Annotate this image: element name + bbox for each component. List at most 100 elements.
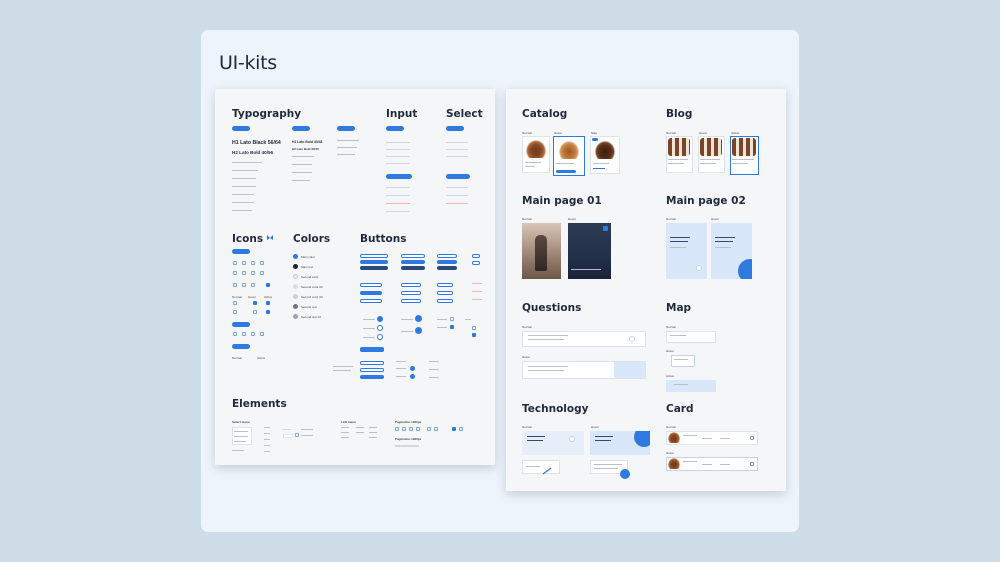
sample-button[interactable] bbox=[360, 299, 382, 303]
technology-card-normal[interactable] bbox=[522, 431, 584, 455]
sample-button[interactable] bbox=[360, 375, 384, 379]
toggle-knob[interactable] bbox=[377, 334, 383, 340]
element-field[interactable] bbox=[283, 434, 293, 438]
close-icon[interactable] bbox=[750, 436, 754, 440]
share-icon[interactable] bbox=[266, 301, 270, 305]
input-field-sample[interactable] bbox=[386, 163, 410, 164]
technology-card-hover[interactable] bbox=[590, 431, 650, 455]
select-field-sample[interactable] bbox=[446, 149, 468, 150]
sample-button[interactable] bbox=[360, 266, 388, 270]
pagination-item[interactable] bbox=[409, 427, 413, 431]
close-icon[interactable] bbox=[750, 462, 754, 466]
icons-badge-2 bbox=[232, 322, 250, 327]
map-item-normal[interactable] bbox=[666, 331, 716, 343]
share-icon[interactable] bbox=[233, 301, 237, 305]
arrow-up-icon[interactable] bbox=[251, 283, 255, 287]
cart-text-line bbox=[702, 464, 712, 465]
pagination-item[interactable] bbox=[459, 427, 463, 431]
sample-icon-button[interactable] bbox=[472, 261, 480, 265]
map-item-hover[interactable] bbox=[671, 355, 695, 367]
checkbox[interactable] bbox=[450, 317, 454, 321]
sample-button[interactable] bbox=[401, 299, 421, 303]
checkbox[interactable] bbox=[450, 325, 454, 329]
sample-button[interactable] bbox=[360, 260, 388, 264]
sample-button[interactable] bbox=[437, 291, 453, 295]
sample-button[interactable] bbox=[401, 260, 425, 264]
sample-button[interactable] bbox=[437, 254, 457, 258]
sample-button[interactable] bbox=[401, 291, 421, 295]
map-item-active[interactable] bbox=[666, 380, 716, 392]
checkbox[interactable] bbox=[472, 326, 476, 330]
sample-icon-button[interactable] bbox=[472, 254, 480, 258]
input-field-sample[interactable] bbox=[386, 195, 410, 196]
sample-button[interactable] bbox=[437, 266, 457, 270]
checkbox[interactable] bbox=[295, 433, 299, 437]
plus-icon[interactable] bbox=[629, 336, 635, 342]
input-field-sample[interactable] bbox=[386, 149, 410, 150]
sample-button[interactable] bbox=[360, 368, 384, 372]
sample-button[interactable] bbox=[401, 254, 425, 258]
arrow-left-icon[interactable] bbox=[233, 283, 237, 287]
sample-button[interactable] bbox=[437, 260, 457, 264]
toggle-knob[interactable] bbox=[410, 366, 415, 371]
cart-row-hover[interactable] bbox=[666, 457, 758, 471]
arrow-right-icon[interactable] bbox=[242, 283, 246, 287]
sample-button[interactable] bbox=[360, 291, 382, 295]
input-field-sample[interactable] bbox=[386, 187, 410, 188]
pagination-bar[interactable] bbox=[395, 445, 419, 447]
select-field-error[interactable] bbox=[446, 203, 468, 204]
close-icon[interactable] bbox=[253, 310, 257, 314]
questions-state-normal: Normal bbox=[522, 325, 532, 329]
toggle-knob[interactable] bbox=[410, 374, 415, 379]
promo-card-hover[interactable] bbox=[711, 223, 752, 279]
checkbox[interactable] bbox=[472, 333, 476, 337]
sample-button[interactable] bbox=[360, 361, 384, 365]
share-icon[interactable] bbox=[253, 301, 257, 305]
sample-button[interactable] bbox=[401, 266, 425, 270]
sample-button[interactable] bbox=[360, 347, 384, 352]
pagination-item[interactable] bbox=[427, 427, 431, 431]
toggle-knob[interactable] bbox=[415, 315, 422, 322]
toggle-knob[interactable] bbox=[415, 327, 422, 334]
sample-button[interactable] bbox=[360, 254, 388, 258]
close-icon[interactable] bbox=[233, 310, 237, 314]
color-swatch bbox=[293, 264, 298, 269]
element-field[interactable] bbox=[283, 429, 291, 430]
pagination-item[interactable] bbox=[402, 427, 406, 431]
select-field-sample[interactable] bbox=[446, 195, 468, 196]
sample-button[interactable] bbox=[401, 283, 421, 287]
input-field-sample[interactable] bbox=[386, 142, 410, 143]
promo-card-normal[interactable] bbox=[666, 223, 707, 279]
pagination-item[interactable] bbox=[416, 427, 420, 431]
toggle-knob[interactable] bbox=[377, 316, 383, 322]
arrow-active-icon[interactable] bbox=[266, 283, 270, 287]
sample-button[interactable] bbox=[360, 283, 382, 287]
arrow-right-icon[interactable] bbox=[569, 436, 575, 442]
close-icon[interactable] bbox=[266, 310, 270, 314]
cart-row-normal[interactable] bbox=[666, 431, 758, 445]
select-field-sample[interactable] bbox=[446, 156, 468, 157]
input-field-sample[interactable] bbox=[386, 211, 410, 212]
input-field-error[interactable] bbox=[386, 203, 410, 204]
sample-button[interactable] bbox=[437, 283, 453, 287]
pagination-item-active[interactable] bbox=[452, 427, 456, 431]
search-icon bbox=[233, 332, 237, 336]
cart-text-line bbox=[683, 461, 697, 462]
right-kit-panel[interactable]: Catalog Normal Hover Sale Blog Normal Ho… bbox=[506, 89, 786, 491]
technology-card-small-2[interactable] bbox=[590, 460, 628, 474]
pagination-item[interactable] bbox=[434, 427, 438, 431]
select-field-sample[interactable] bbox=[446, 142, 468, 143]
select-field-sample[interactable] bbox=[446, 187, 468, 188]
pagination-item[interactable] bbox=[395, 427, 399, 431]
menu-item-line bbox=[234, 436, 248, 437]
catalog-card-button[interactable] bbox=[556, 170, 576, 173]
text-sample-line bbox=[292, 172, 312, 173]
left-kit-panel[interactable]: Typography H1 Lato Black 56/64 H2 Lato B… bbox=[215, 89, 495, 465]
arrow-right-icon[interactable] bbox=[696, 265, 702, 271]
hero-photo-hover[interactable] bbox=[568, 223, 611, 279]
expand-icon[interactable] bbox=[603, 226, 608, 231]
input-field-sample[interactable] bbox=[386, 156, 410, 157]
toggle-knob[interactable] bbox=[377, 325, 383, 331]
sample-button[interactable] bbox=[437, 299, 453, 303]
technology-card-small[interactable] bbox=[522, 460, 560, 474]
